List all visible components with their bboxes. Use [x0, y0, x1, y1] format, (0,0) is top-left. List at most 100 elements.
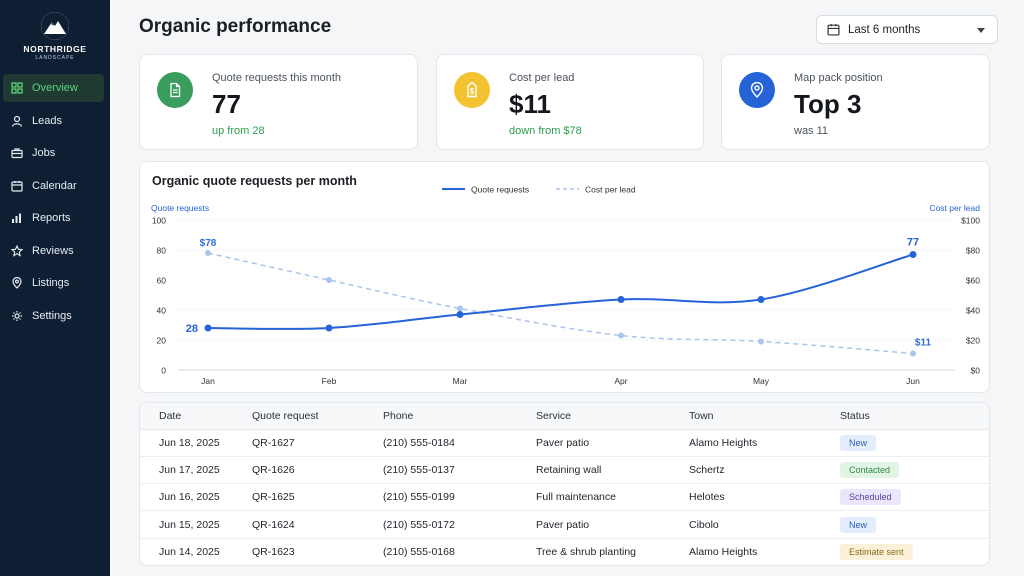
briefcase-icon — [11, 147, 23, 159]
data-label-requests-end: 77 — [907, 237, 919, 249]
table-row[interactable]: Jun 17, 2025 QR-1626 (210) 555-0137 Retaini… — [140, 456, 989, 485]
sidebar-item-leads[interactable]: Leads — [3, 107, 104, 135]
legend-label: Cost per lead — [585, 185, 636, 195]
x-tick: Mar — [453, 376, 468, 386]
cell-date: Jun 15, 2025 — [140, 510, 252, 539]
cell-status: New — [840, 510, 989, 539]
column-header-date[interactable]: Date — [140, 403, 252, 430]
cell-phone: (210) 555-0184 — [383, 429, 536, 457]
cell-town: Alamo Heights — [689, 429, 840, 457]
table-row[interactable]: Jun 16, 2025 QR-1625 (210) 555-0199 Full ma… — [140, 483, 989, 512]
date-range-select[interactable]: Last 6 months — [816, 15, 998, 44]
calendar-icon — [11, 180, 23, 192]
map-pin-icon — [11, 277, 23, 289]
data-point-requests — [757, 296, 765, 303]
y-axis-right-label: Cost per lead — [929, 203, 980, 213]
sidebar-item-label: Overview — [32, 82, 78, 94]
status-badge: Contacted — [840, 461, 900, 478]
brand-subtitle: LANDSCAPE — [35, 55, 75, 61]
document-icon — [157, 72, 193, 108]
cell-date: Jun 16, 2025 — [140, 483, 252, 512]
sidebar-item-overview[interactable]: Overview — [3, 74, 104, 102]
data-point-cost — [205, 250, 211, 256]
series-line-quote-requests — [207, 253, 914, 330]
status-badge: New — [840, 434, 877, 451]
kpi-label: Map pack position — [794, 72, 883, 84]
cell-phone: (210) 555-0172 — [383, 510, 536, 539]
chart-title: Organic quote requests per month — [152, 174, 357, 188]
sidebar-item-listings[interactable]: Listings — [3, 269, 104, 297]
y-axis-left-label: Quote requests — [151, 203, 209, 213]
cell-phone: (210) 555-0168 — [383, 546, 455, 559]
data-point-requests — [456, 311, 464, 318]
y-tick-left: 0 — [161, 366, 166, 376]
kpi-label: Quote requests this month — [212, 72, 342, 84]
cell-status: New — [840, 429, 989, 457]
kpi-trend: was 11 — [794, 125, 829, 137]
cell-service: Full maintenance — [536, 483, 689, 512]
sidebar-item-calendar[interactable]: Calendar — [3, 172, 104, 200]
y-tick-right: $100 — [961, 216, 980, 226]
table-row[interactable]: Jun 18, 2025 QR-1627 (210) 555-0184 Paver p… — [140, 429, 989, 457]
sidebar-item-reviews[interactable]: Reviews — [3, 237, 104, 265]
kpi-label: Cost per lead — [509, 72, 575, 84]
cell-status: Estimate sent — [840, 538, 989, 565]
x-tick: Jun — [906, 376, 920, 386]
column-header-status[interactable]: Status — [840, 403, 989, 430]
page-title: Organic performance — [139, 16, 332, 37]
status-badge: New — [840, 516, 877, 533]
column-header-quote-request[interactable]: Quote request — [252, 403, 383, 430]
kpi-card-quote-requests: Quote requests this month 77 up from 28 — [139, 54, 418, 150]
brand-logo[interactable]: NORTHRIDGE LANDSCAPE — [0, 12, 110, 61]
y-tick-right: $80 — [966, 246, 980, 256]
sidebar-item-label: Leads — [32, 114, 62, 127]
kpi-card-cost-per-lead: $ Cost per lead $11 down from $78 — [436, 54, 704, 150]
cell-service: Tree & shrub planting — [536, 546, 637, 559]
gear-icon — [11, 310, 23, 322]
map-pin-icon — [739, 72, 775, 108]
table-row[interactable]: Jun 15, 2025 QR-1624 (210) 555-0172 Paver p… — [140, 510, 989, 539]
dollar-tag-icon: $ — [454, 72, 490, 108]
data-point-cost — [910, 350, 916, 357]
y-tick-left: 20 — [157, 336, 167, 346]
cell-status: Contacted — [840, 456, 989, 485]
cell-date: Jun 14, 2025 — [159, 546, 220, 559]
table-row[interactable]: Jun 14, 2025 QR-1623 (210) 555-0168 Tree & … — [140, 538, 989, 565]
kpi-trend: up from 28 — [212, 125, 265, 137]
x-tick: May — [753, 376, 770, 386]
chart-card: Organic quote requests per month Quote re… — [139, 161, 990, 393]
cell-town: Schertz — [689, 456, 840, 485]
cell-service: Retaining wall — [536, 456, 689, 485]
table-header-row: Date Quote request Phone Service Town St… — [140, 403, 989, 430]
sidebar-item-label: Jobs — [32, 147, 56, 159]
leads-table-card: Date Quote request Phone Service Town St… — [139, 402, 990, 566]
cell-id: QR-1625 — [252, 483, 383, 512]
kpi-value: $11 — [509, 89, 551, 119]
sidebar-nav: Overview Leads Jobs Calendar Reports Rev… — [3, 74, 104, 334]
sidebar-item-label: Reports — [32, 212, 71, 224]
x-tick: Apr — [614, 376, 627, 386]
data-point-requests — [909, 251, 917, 258]
data-point-requests — [204, 324, 212, 332]
sidebar-item-label: Reviews — [32, 244, 74, 257]
sidebar-item-reports[interactable]: Reports — [3, 204, 104, 232]
y-tick-right: $40 — [966, 306, 980, 316]
sidebar-item-label: Calendar — [32, 179, 77, 192]
star-icon — [11, 244, 23, 257]
column-header-service[interactable]: Service — [536, 403, 689, 430]
sidebar: NORTHRIDGE LANDSCAPE Overview Leads Jobs… — [0, 0, 110, 576]
kpi-card-map-pack: Map pack position Top 3 was 11 — [721, 54, 990, 150]
sidebar-item-label: Settings — [32, 309, 72, 322]
chevron-down-icon — [977, 28, 985, 33]
cell-id: QR-1623 — [252, 546, 295, 559]
y-tick-left: 40 — [157, 306, 167, 316]
sidebar-item-jobs[interactable]: Jobs — [3, 139, 104, 167]
sidebar-item-settings[interactable]: Settings — [3, 302, 104, 330]
column-header-phone[interactable]: Phone — [383, 403, 536, 430]
y-tick-left: 80 — [157, 246, 167, 256]
y-tick-right: $60 — [966, 276, 980, 286]
bar-chart-icon — [11, 212, 23, 224]
grid-icon — [11, 82, 23, 94]
column-header-town[interactable]: Town — [689, 403, 840, 430]
status-badge: Scheduled — [840, 489, 901, 506]
